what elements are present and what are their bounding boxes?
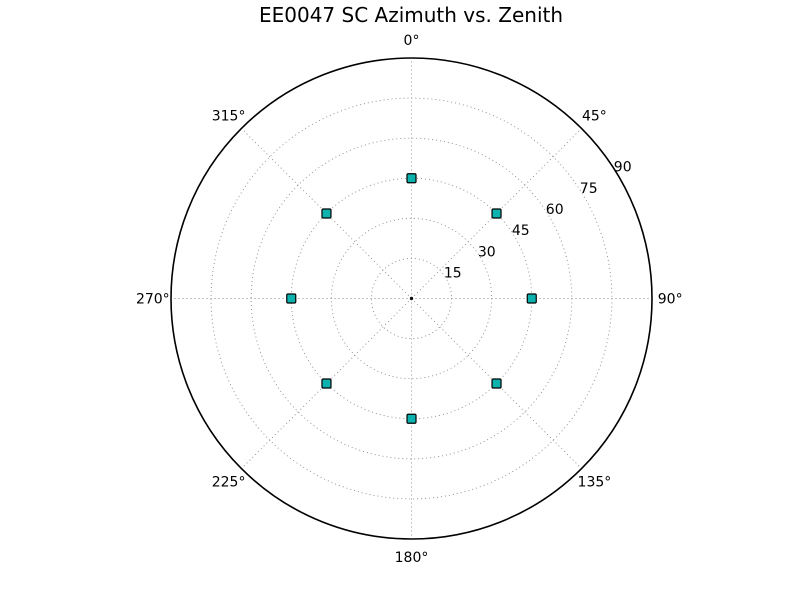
data-point: [406, 413, 417, 424]
center-dot: [409, 296, 414, 301]
angular-tick-label: 90°: [658, 292, 683, 308]
angular-tick-label: 45°: [582, 109, 607, 125]
angular-tick-label: 225°: [212, 474, 246, 490]
data-point: [286, 293, 297, 304]
angular-tick-label: 135°: [578, 474, 612, 490]
data-point: [406, 173, 417, 184]
radial-tick-label: 75: [580, 181, 598, 197]
radial-tick-label: 30: [478, 244, 496, 260]
angular-tick-label: 270°: [136, 292, 170, 308]
data-point: [526, 293, 537, 304]
radial-tick-label: 15: [444, 266, 462, 282]
radial-tick-label: 45: [512, 223, 530, 239]
radial-tick-label: 60: [546, 202, 564, 218]
angular-tick-label: 0°: [404, 33, 420, 49]
data-points: [286, 173, 537, 424]
data-point: [491, 378, 502, 389]
polar-outline-circle: [170, 57, 653, 540]
data-point: [321, 378, 332, 389]
radial-tick-label: 90: [614, 160, 632, 176]
angular-tick-label: 180°: [395, 550, 429, 566]
data-point: [321, 208, 332, 219]
tick-labels: 0° 45° 90° 135° 180° 225° 270° 315° 15 30 45 60 75 90: [136, 33, 683, 566]
polar-grid: [170, 57, 653, 540]
data-point: [491, 208, 502, 219]
angular-tick-label: 315°: [212, 109, 246, 125]
chart-title: EE0047 SC Azimuth vs. Zenith: [259, 3, 563, 27]
